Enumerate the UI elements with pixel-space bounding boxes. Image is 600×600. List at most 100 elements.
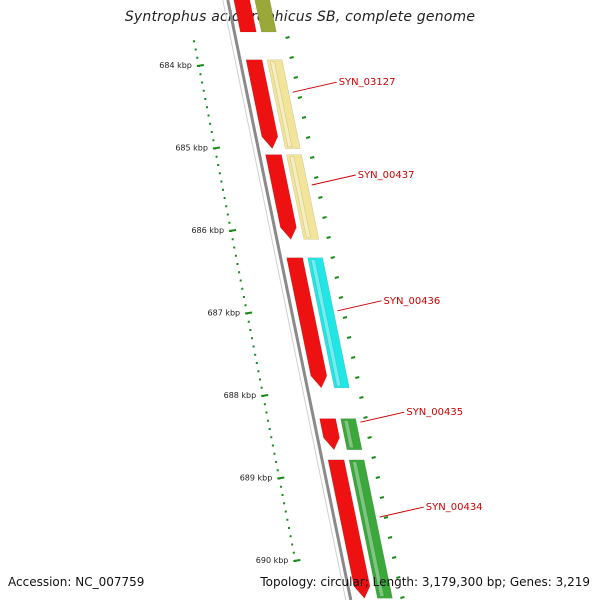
outer-tick [322, 216, 327, 219]
scale-dot [265, 411, 268, 414]
cds-arrow [286, 257, 328, 389]
scale-dot [259, 378, 262, 381]
scale-major-tick [293, 559, 301, 562]
gene-band [266, 59, 301, 149]
outer-tick [305, 136, 311, 139]
scale-dot [287, 527, 290, 529]
scale-dot [263, 403, 266, 406]
scale-dot [223, 197, 226, 199]
scale-dot [233, 246, 236, 249]
outer-tick [289, 56, 294, 59]
scale-dot [207, 114, 210, 117]
scale-major-tick [228, 229, 237, 232]
cds-arrow [265, 154, 297, 240]
scale-tick-label: 689 kbp [240, 474, 273, 483]
scale-tick-label: 684 kbp [159, 61, 192, 70]
gene-callout-line [379, 506, 424, 518]
outer-tick [355, 376, 360, 379]
scale-tick-label: 685 kbp [175, 144, 208, 153]
cds-arrow-continued [233, 0, 257, 33]
scale-major-tick [196, 64, 205, 67]
scale-tick-label: 686 kbp [191, 226, 224, 235]
outer-tick [359, 396, 364, 399]
scale-major-tick [212, 146, 221, 150]
scale-dot [209, 122, 212, 125]
scale-major-tick [277, 476, 285, 480]
map-title: Syntrophus aciditrophicus SB, complete g… [124, 9, 476, 25]
gene-label: SYN_00435 [406, 407, 463, 418]
gene-band-highlight [352, 461, 385, 597]
gene-callout-line [311, 174, 356, 186]
scale-dot [241, 287, 244, 290]
outer-tick [383, 516, 389, 519]
scale-dot [242, 296, 245, 298]
outer-tick [375, 476, 381, 479]
scale-dot [217, 164, 220, 166]
scale-dot [249, 329, 252, 331]
outer-tick [387, 536, 393, 539]
outer-tick [379, 496, 385, 499]
outer-tick [371, 456, 376, 459]
scale-dot [247, 320, 250, 323]
gene-callout-line [337, 300, 382, 312]
scale-dot [205, 106, 208, 109]
backbone-shadow [222, 0, 347, 600]
gene-band-highlight [289, 156, 311, 238]
outer-tick [363, 416, 368, 419]
gene-band-highlight [310, 259, 342, 387]
scale-dot [244, 304, 247, 307]
outer-tick [346, 336, 352, 339]
scale-dot [250, 337, 253, 340]
cds-arrow [327, 459, 371, 599]
outer-tick [297, 96, 303, 99]
scale-dot [257, 370, 260, 373]
scale-dot [226, 213, 229, 216]
scale-dot [252, 345, 255, 348]
genome-summary-text: Topology: circular; Length: 3,179,300 bp… [260, 575, 590, 589]
outer-tick [326, 236, 331, 239]
outer-tick [293, 76, 299, 79]
scale-dot [292, 551, 295, 554]
scale-dot [231, 238, 234, 241]
scale-dot [204, 98, 207, 100]
scale-dot [194, 48, 197, 51]
scale-dot [199, 73, 202, 76]
backbone-line [226, 0, 353, 600]
scale-tick-label: 688 kbp [224, 391, 257, 400]
gene-label: SYN_03127 [339, 77, 396, 88]
scale-dot [271, 444, 274, 447]
scale-dot [273, 452, 276, 455]
scale-dot [196, 56, 199, 59]
gene-band [348, 459, 393, 599]
cds-arrow [245, 59, 279, 150]
cds-arrow [319, 418, 340, 451]
outer-tick [334, 276, 340, 279]
scale-dot [202, 89, 205, 92]
gene-band [286, 154, 320, 240]
scale-dot [228, 221, 231, 224]
scale-dot [268, 428, 271, 430]
scale-dot [212, 139, 215, 142]
scale-dot [210, 131, 213, 133]
gene-label: SYN_00436 [384, 296, 441, 307]
scale-dot [286, 518, 289, 521]
outer-tick [285, 36, 290, 39]
scale-dot [239, 279, 242, 282]
gene-callout-line [360, 411, 405, 423]
scale-tick-label: 690 kbp [256, 556, 289, 565]
scale-dot [215, 155, 218, 158]
scale-tick-label: 687 kbp [208, 309, 241, 318]
accession-text: Accession: NC_007759 [8, 575, 145, 589]
outer-tick [314, 176, 319, 179]
outer-tick [330, 256, 335, 259]
gene-callout-line [292, 81, 337, 93]
scale-dot [238, 271, 241, 274]
outer-tick [318, 196, 323, 199]
scale-dot [284, 510, 287, 513]
gene-band-continued [254, 0, 277, 33]
gene-label: SYN_00434 [426, 502, 483, 513]
outer-tick [391, 556, 397, 559]
scale-dot [260, 386, 263, 389]
outer-tick [350, 356, 356, 359]
